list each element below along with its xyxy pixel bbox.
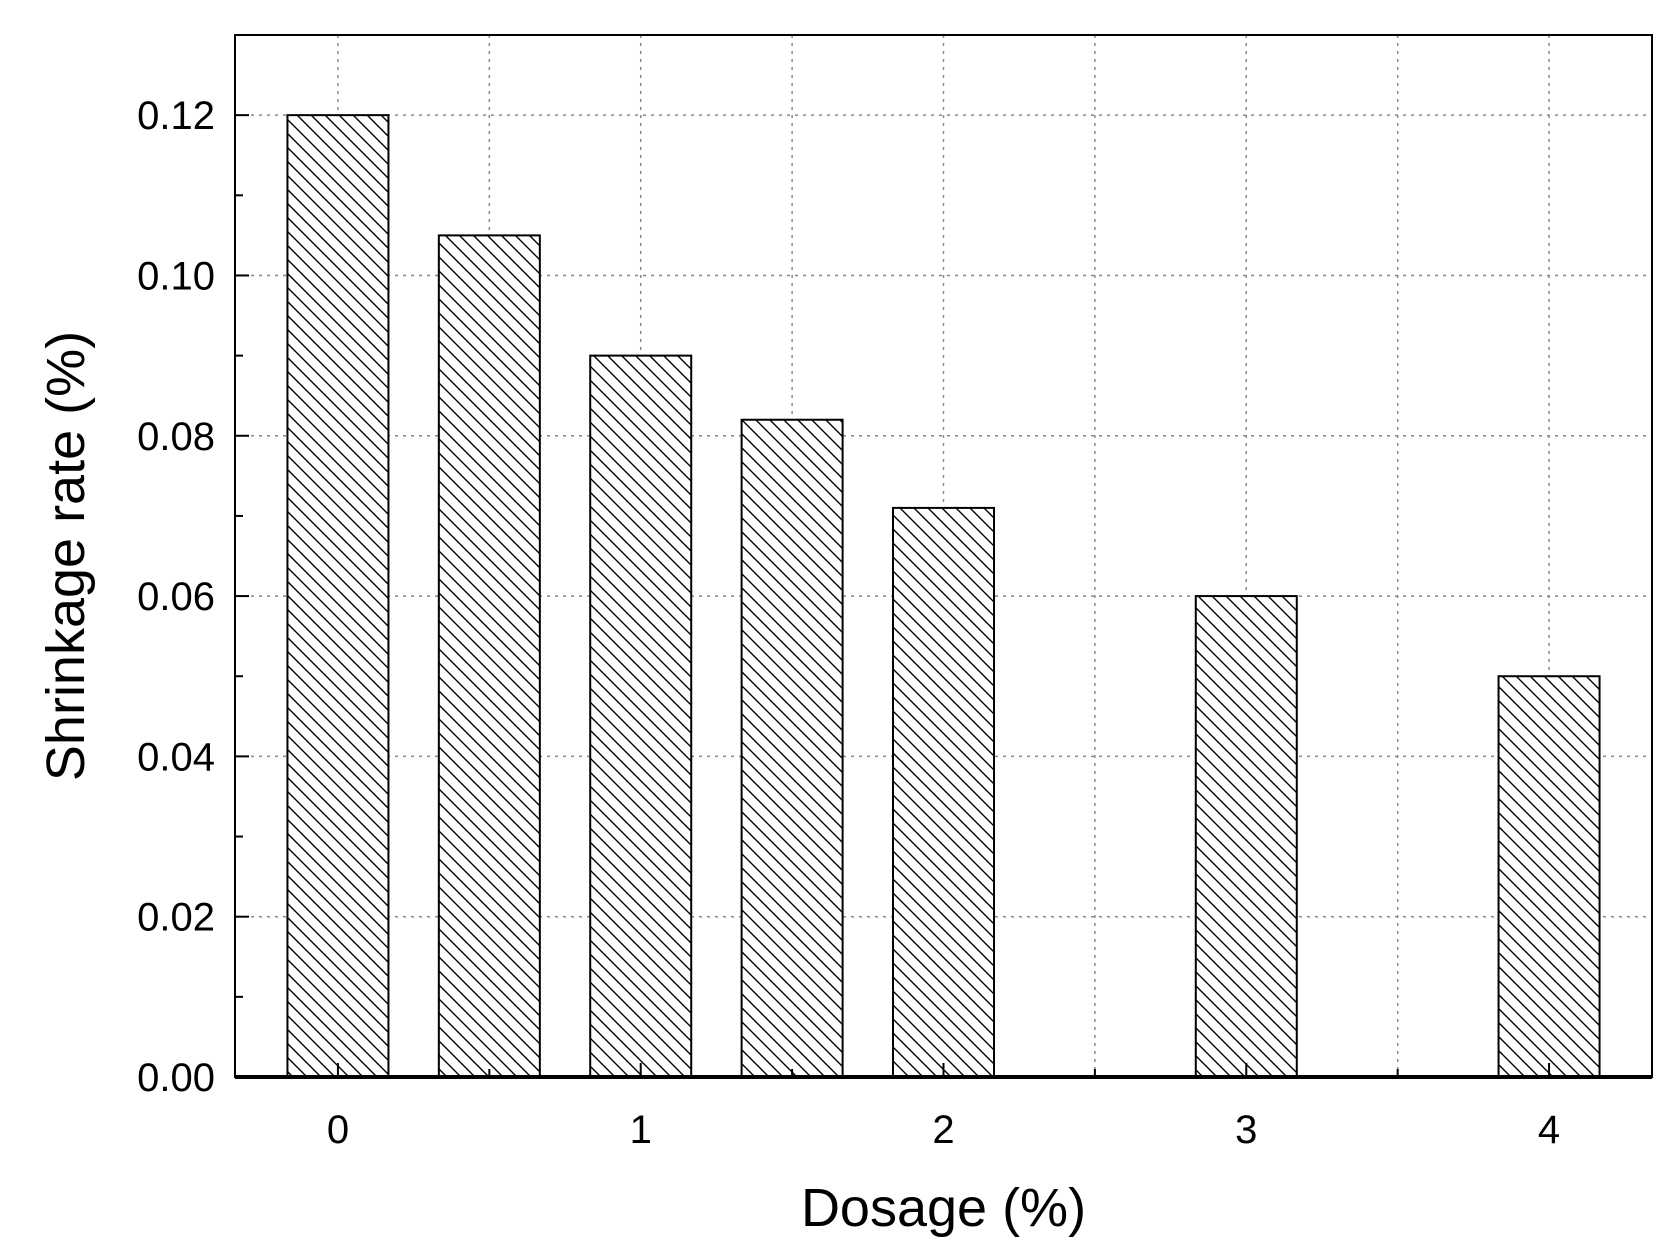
x-tick-label: 3 — [1235, 1108, 1257, 1152]
x-tick-label: 0 — [327, 1108, 349, 1152]
bar — [437, 234, 541, 1078]
y-tick-label: 0.10 — [137, 254, 215, 298]
bar — [1194, 595, 1298, 1078]
x-tick-label: 4 — [1538, 1108, 1560, 1152]
y-tick-label: 0.06 — [137, 575, 215, 619]
y-tick-label: 0.02 — [137, 896, 215, 940]
y-axis-title: Shrinkage rate (%) — [36, 331, 96, 781]
bar — [1497, 675, 1601, 1078]
y-tick-label: 0.12 — [137, 94, 215, 138]
bars — [286, 114, 1601, 1079]
y-tick-label: 0.04 — [137, 735, 215, 779]
y-tick-label: 0.08 — [137, 415, 215, 459]
bar — [589, 354, 693, 1079]
bar — [286, 114, 390, 1078]
x-axis-title: Dosage (%) — [801, 1178, 1086, 1238]
bar — [892, 506, 995, 1078]
axes — [234, 34, 1653, 1079]
x-tick-label: 2 — [932, 1108, 954, 1152]
bar — [740, 418, 844, 1078]
x-tick-label: 1 — [630, 1108, 652, 1152]
y-tick-label: 0.00 — [137, 1056, 215, 1100]
tick-labels: 0.00 0.02 0.04 0.06 0.08 0.10 0.12 0 1 2 3 4 — [137, 94, 1560, 1152]
